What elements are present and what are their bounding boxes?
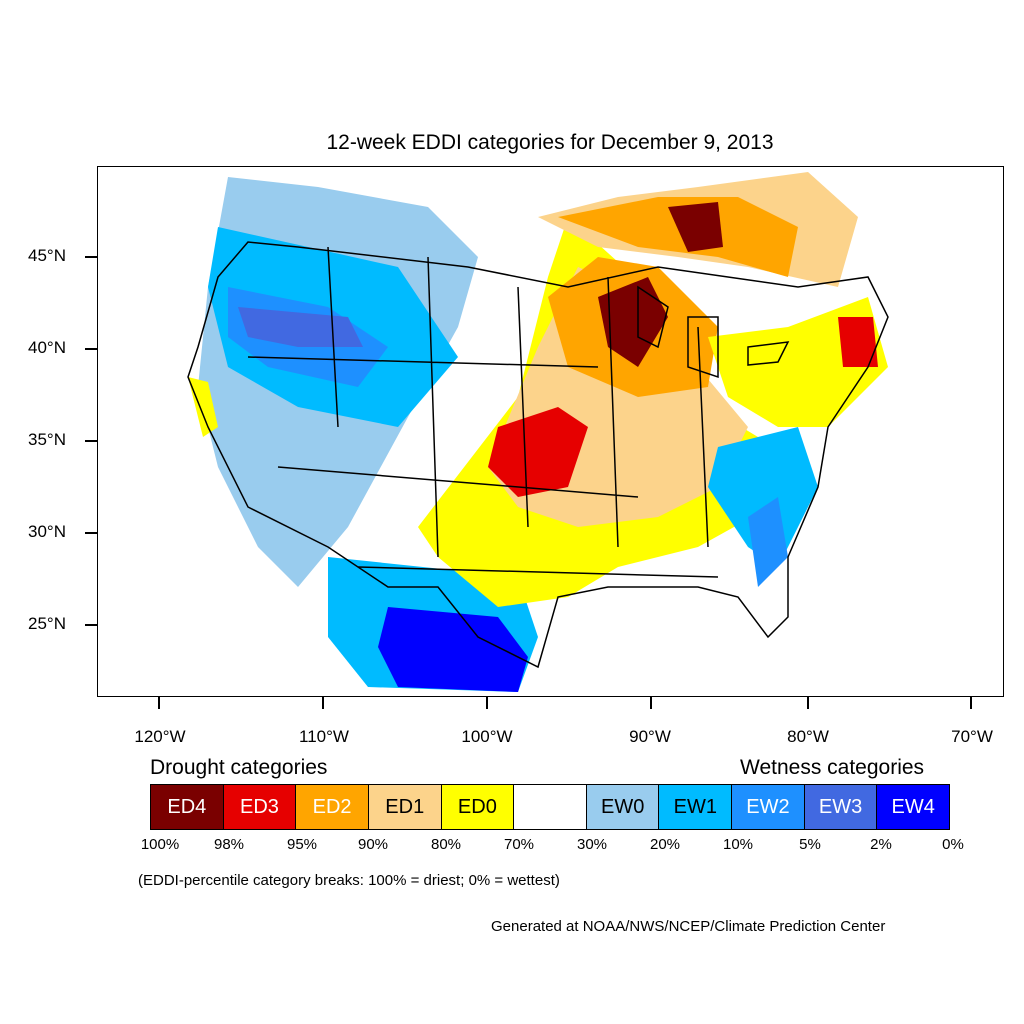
legend-cell-ed3: ED3 [223,785,297,829]
us-outline [187,241,889,669]
lat-tick [85,348,97,350]
break-label: 30% [576,836,608,853]
lat-tick [85,440,97,442]
break-label: 20% [649,836,681,853]
region-ed3-kansas [488,407,588,497]
break-label: 5% [799,836,821,853]
lon-label: 120°W [134,727,186,746]
lat-label: 35°N [28,430,66,449]
break-label: 2% [870,836,892,853]
region-ed4-canada [668,202,723,252]
lat-label: 30°N [28,522,66,541]
lon-label: 80°W [787,727,829,746]
lon-label: 70°W [951,727,993,746]
break-label: 10% [722,836,754,853]
region-ed2-canada [558,197,798,277]
legend-cell-ew3: EW3 [804,785,878,829]
break-label: 90% [357,836,389,853]
region-ew4-southwest [378,607,528,692]
map-title: 12-week EDDI categories for December 9, … [326,131,774,154]
lat-tick [85,256,97,258]
legend-cell-ew0: EW0 [586,785,660,829]
lon-tick [970,697,972,709]
state-lines [247,246,719,578]
legend-cell-ew4: EW4 [877,785,950,829]
region-ed3-northeast [838,317,878,367]
boundary-layer [187,241,889,669]
break-label: 98% [213,836,245,853]
lat-tick [85,624,97,626]
lat-label: 45°N [28,246,66,265]
lon-tick [158,697,160,709]
legend-cell-ew1: EW1 [659,785,733,829]
lat-label: 40°N [28,338,66,357]
lat-label: 25°N [28,614,66,633]
lon-tick [486,697,488,709]
legend-cell-ed2: ED2 [296,785,369,829]
lat-tick [85,532,97,534]
break-label: 80% [430,836,462,853]
lon-tick [322,697,324,709]
region-ed0-california [188,377,218,437]
map-frame [97,166,1004,697]
eddi-map [187,172,889,692]
lon-label: 100°W [461,727,513,746]
break-label: 100% [140,836,180,853]
break-label: 95% [286,836,318,853]
drought-heading: Drought categories [150,756,328,779]
legend-bar: ED4 ED3 ED2 ED1 ED0 EW0 EW1 EW2 EW3 EW4 [150,784,950,830]
lon-tick [807,697,809,709]
lon-label: 90°W [629,727,671,746]
region-ew1-southeast [708,427,818,567]
legend-cell-ed4: ED4 [151,785,224,829]
legend-cell-ed0: ED0 [441,785,515,829]
legend-cell-neutral [514,785,587,829]
credit-text: Generated at NOAA/NWS/NCEP/Climate Predi… [491,918,886,935]
region-ed4-wisconsin [598,277,668,367]
breaks-note: (EDDI-percentile category breaks: 100% =… [138,872,560,889]
break-label: 0% [942,836,964,853]
wetness-heading: Wetness categories [740,756,925,779]
region-ew2-southeast [748,497,788,587]
category-fill-layer [188,172,888,692]
legend-cell-ew2: EW2 [732,785,805,829]
legend-cell-ed1: ED1 [368,785,442,829]
lon-label: 110°W [299,727,349,746]
great-lakes [637,285,790,379]
lon-tick [650,697,652,709]
break-label: 70% [503,836,535,853]
